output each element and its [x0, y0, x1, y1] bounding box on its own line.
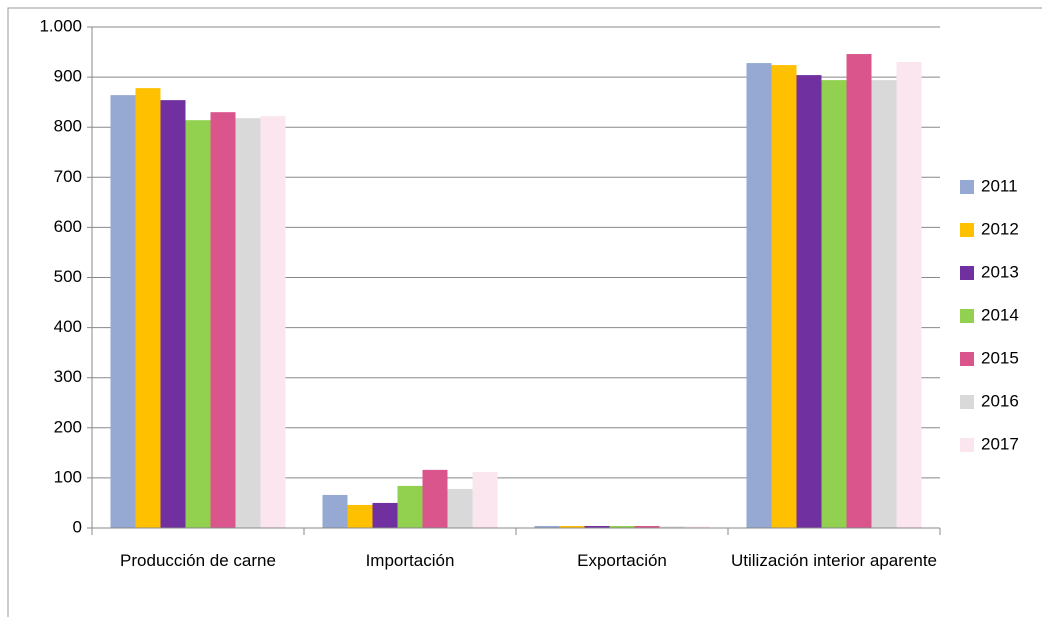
y-tick-label: 0 — [73, 517, 82, 536]
y-tick-label: 100 — [54, 467, 82, 486]
legend-label: 2013 — [981, 262, 1019, 281]
y-tick-label: 200 — [54, 417, 82, 436]
x-tick-label: Utilización interior aparente — [731, 551, 937, 570]
legend-swatch — [960, 309, 974, 323]
bar — [871, 80, 897, 528]
bar — [185, 120, 211, 528]
y-tick-label: 800 — [54, 117, 82, 136]
bar — [534, 525, 560, 528]
bar — [210, 112, 236, 529]
bar — [110, 95, 136, 529]
bar — [397, 485, 423, 528]
bar — [796, 75, 822, 528]
bar — [559, 525, 585, 528]
x-tick-label: Producción de carne — [120, 551, 276, 570]
legend-swatch — [960, 180, 974, 194]
y-tick-label: 700 — [54, 167, 82, 186]
bar — [447, 488, 473, 528]
bar — [634, 525, 660, 528]
chart-frame — [7, 7, 1042, 617]
legend-swatch — [960, 223, 974, 237]
bar — [896, 62, 922, 528]
legend-swatch — [960, 395, 974, 409]
y-tick-label: 1.000 — [39, 16, 82, 35]
bar — [260, 116, 286, 528]
y-tick-label: 900 — [54, 67, 82, 86]
legend-label: 2014 — [981, 305, 1019, 324]
bar — [422, 469, 448, 528]
bar — [684, 526, 710, 528]
y-tick-label: 500 — [54, 267, 82, 286]
x-tick-label: Importación — [365, 551, 455, 570]
legend-swatch — [960, 352, 974, 366]
y-tick-label: 300 — [54, 367, 82, 386]
legend-swatch — [960, 266, 974, 280]
legend-label: 2011 — [981, 176, 1018, 195]
bar — [235, 118, 261, 528]
y-tick-label: 600 — [54, 217, 82, 236]
bar — [609, 525, 635, 528]
bar — [372, 502, 398, 528]
y-tick-label: 400 — [54, 317, 82, 336]
legend-label: 2012 — [981, 219, 1019, 238]
legend-label: 2017 — [981, 434, 1019, 453]
bar — [160, 100, 186, 529]
legend-label: 2015 — [981, 348, 1019, 367]
bar — [135, 88, 161, 528]
bar — [322, 494, 348, 528]
bar — [846, 54, 872, 528]
bar — [746, 63, 772, 529]
bar — [347, 504, 373, 528]
bar — [659, 526, 685, 528]
x-tick-label: Exportación — [577, 551, 667, 570]
bar — [821, 80, 847, 528]
legend-label: 2016 — [981, 391, 1019, 410]
bar — [472, 471, 498, 528]
legend-swatch — [960, 438, 974, 452]
bar — [771, 65, 797, 529]
bar — [584, 525, 610, 528]
